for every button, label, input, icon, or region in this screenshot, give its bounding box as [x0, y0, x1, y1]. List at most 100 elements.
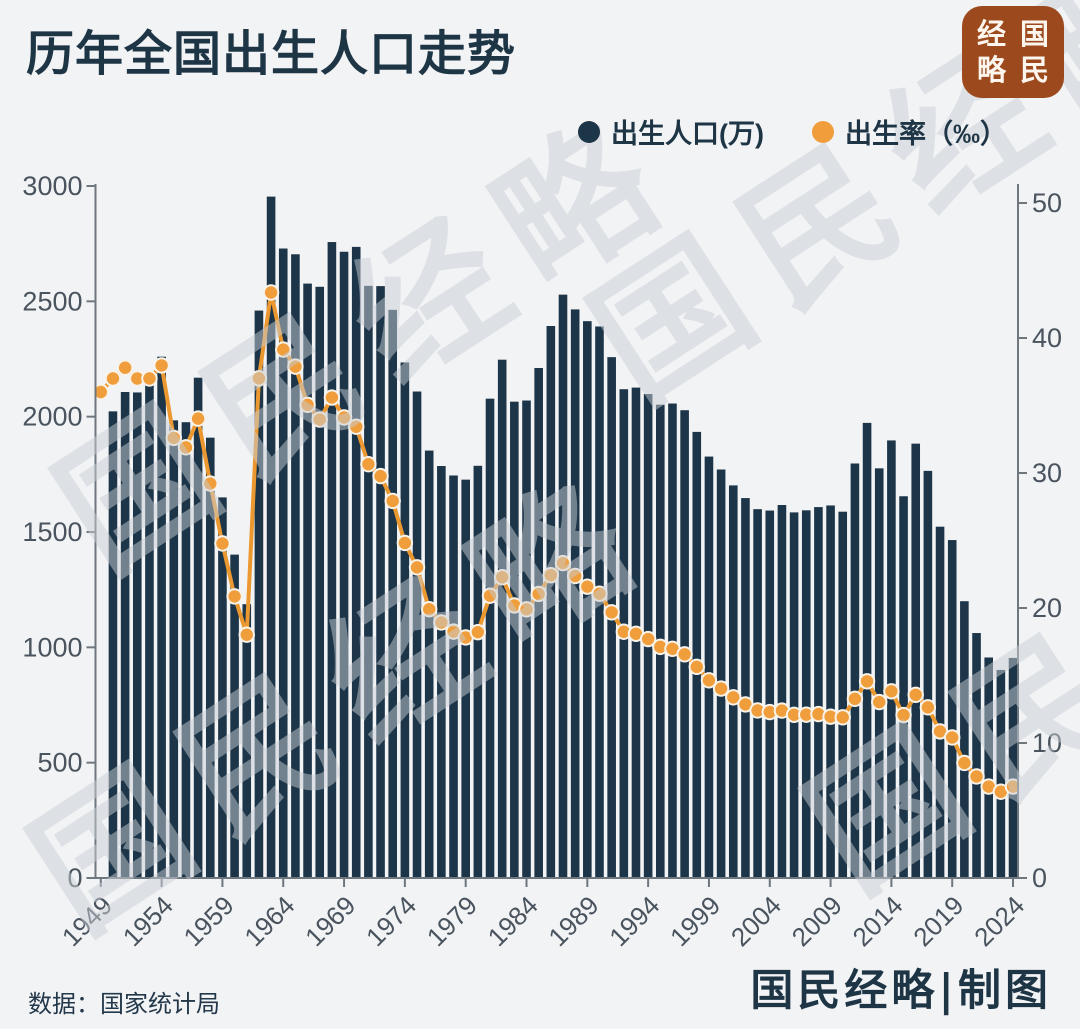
- rate-dot-1962: [250, 370, 268, 387]
- bar-1965: [291, 254, 300, 878]
- bar-2012: [862, 422, 872, 878]
- bar-1977: [437, 466, 446, 878]
- bar-1957: [193, 377, 203, 878]
- rate-dot-1967: [311, 411, 328, 428]
- bar-1963: [266, 196, 276, 879]
- x-axis-label-1999: 1999: [664, 890, 726, 952]
- x-axis-label-2004: 2004: [725, 890, 787, 952]
- rate-dot-1954: [153, 357, 170, 374]
- bar-1951: [120, 391, 130, 878]
- rate-dot-1975: [408, 559, 426, 576]
- logo-char: 国: [1019, 17, 1049, 51]
- rate-dot-1988: [566, 567, 584, 585]
- rate-dot-1959: [214, 535, 231, 552]
- rate-dot-2015: [895, 706, 912, 724]
- bar-1959: [218, 497, 227, 878]
- bar-2005: [777, 505, 787, 878]
- birthrate-legend-label: 出生率（‰）: [844, 119, 1007, 149]
- bar-2019: [947, 540, 957, 878]
- rate-dot-2014: [883, 683, 900, 700]
- rate-dot-2024: [1004, 778, 1022, 795]
- y-axis-label-0: 0: [67, 863, 82, 893]
- rate-dot-2020: [956, 754, 973, 772]
- rate-dot-1969: [335, 409, 353, 426]
- rate-dot-1955: [165, 429, 182, 447]
- x-axis-label-2024: 2024: [968, 890, 1030, 952]
- bar-1969: [339, 251, 349, 879]
- y-axis-label-1500: 1500: [22, 517, 82, 547]
- rate-dot-1994: [639, 630, 657, 648]
- bar-1966: [303, 283, 312, 878]
- bar-2008: [814, 507, 823, 878]
- rate-dot-1965: [287, 358, 304, 375]
- rate-dot-1972: [372, 467, 389, 485]
- bar-2002: [741, 498, 750, 878]
- bar-1998: [692, 431, 702, 878]
- rate-dot-1986: [542, 566, 560, 584]
- bar-2000: [716, 469, 726, 878]
- y-axis-label-1000: 1000: [22, 632, 82, 662]
- rate-dot-1964: [275, 341, 292, 358]
- bar-1971: [364, 285, 373, 878]
- rate-dot-2017: [919, 699, 937, 716]
- rate-dot-1958: [202, 475, 219, 492]
- rate-dot-1987: [554, 554, 572, 572]
- bar-1980: [473, 465, 483, 878]
- bar-2024: [1008, 657, 1018, 878]
- bar-2003: [753, 509, 762, 878]
- rate-dot-2013: [871, 693, 888, 711]
- bar-1981: [485, 398, 495, 878]
- x-axis-label-1964: 1964: [238, 890, 300, 952]
- bar-1983: [510, 401, 519, 878]
- logo-char: 经: [976, 17, 1006, 51]
- legend-item-birthrate: 出生率（‰）: [811, 112, 1007, 151]
- bar-2009: [826, 505, 835, 878]
- rate-dot-1997: [676, 646, 693, 663]
- bar-1952: [132, 392, 142, 878]
- y-axis-label-2000: 2000: [22, 402, 82, 432]
- bar-2004: [765, 510, 775, 878]
- rate-dot-2010: [834, 709, 851, 726]
- bar-1990: [595, 326, 604, 879]
- brand-logo: 经 国 略 民: [962, 6, 1064, 98]
- bar-1988: [570, 309, 580, 878]
- bar-2017: [923, 470, 933, 878]
- logo-char: 民: [1019, 53, 1049, 87]
- rate-dot-1985: [530, 585, 547, 603]
- x-axis-label-2019: 2019: [907, 890, 969, 952]
- bar-2007: [801, 510, 811, 878]
- bar-1956: [181, 422, 191, 878]
- data-source-note: 数据：国家统计局: [28, 991, 220, 1018]
- y-axis-label-2500: 2500: [22, 286, 82, 316]
- bar-1958: [205, 437, 215, 878]
- bar-2016: [911, 443, 921, 878]
- rate-dot-2000: [712, 680, 730, 697]
- x-axis-label-1954: 1954: [117, 890, 179, 952]
- rate-dot-1961: [238, 626, 255, 643]
- rate-dot-1976: [421, 601, 438, 618]
- bar-1972: [376, 286, 385, 878]
- rate-dot-2021: [968, 768, 985, 785]
- x-axis-label-1969: 1969: [299, 890, 361, 952]
- credit-signature: 国民经略|制图: [750, 966, 1052, 1016]
- bar-1961: [242, 604, 252, 878]
- x-axis-label-2014: 2014: [847, 890, 909, 952]
- rate-dot-1949: [92, 383, 110, 401]
- rate-axis-label-10: 10: [1032, 728, 1062, 758]
- bar-1979: [461, 479, 470, 878]
- rate-dot-1974: [396, 534, 414, 552]
- bar-2020: [960, 601, 969, 878]
- bar-1973: [388, 309, 398, 878]
- bar-1989: [583, 321, 592, 878]
- bar-1997: [680, 410, 689, 878]
- x-axis-label-1959: 1959: [178, 890, 240, 952]
- bar-1960: [230, 554, 239, 878]
- bar-2021: [972, 633, 981, 878]
- bar-1950: [108, 411, 118, 878]
- bar-2022: [984, 657, 993, 878]
- rate-dot-1977: [433, 614, 450, 631]
- bar-1970: [351, 246, 361, 878]
- y-axis-label-500: 500: [37, 748, 82, 778]
- bar-1976: [424, 450, 434, 878]
